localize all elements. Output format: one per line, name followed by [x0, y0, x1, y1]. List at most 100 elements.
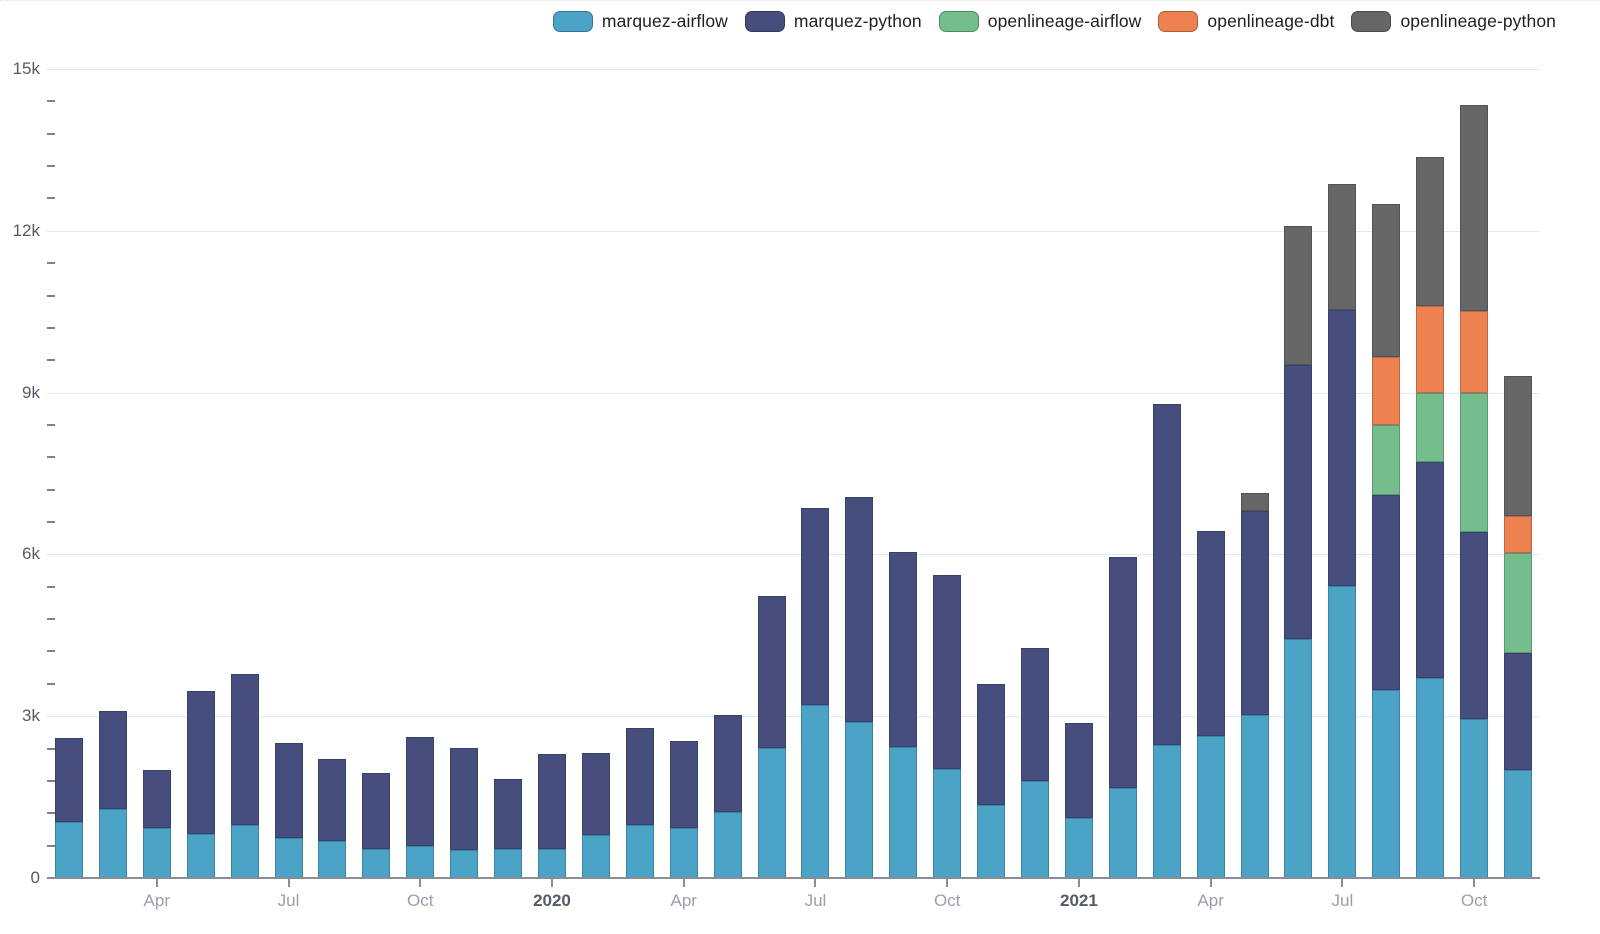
openlineage-python-segment[interactable] — [1460, 105, 1489, 311]
marquez-airflow-segment[interactable] — [98, 808, 127, 878]
marquez-airflow-segment[interactable] — [1460, 719, 1489, 878]
marquez-python-segment[interactable] — [889, 551, 918, 748]
bar-2021-01[interactable] — [1064, 1, 1093, 878]
marquez-airflow-segment[interactable] — [1196, 735, 1225, 878]
marquez-airflow-segment[interactable] — [977, 804, 1006, 878]
marquez-airflow-segment[interactable] — [625, 824, 654, 878]
bar-2020-11[interactable] — [977, 1, 1006, 878]
marquez-python-segment[interactable] — [933, 574, 962, 770]
legend-item-marquez-airflow[interactable]: marquez-airflow — [552, 11, 728, 32]
bar-2021-03[interactable] — [1152, 1, 1181, 878]
marquez-airflow-segment[interactable] — [406, 846, 435, 878]
marquez-airflow-segment[interactable] — [757, 748, 786, 878]
openlineage-python-segment[interactable] — [1240, 492, 1269, 511]
marquez-python-segment[interactable] — [1416, 461, 1445, 678]
bar-2021-06[interactable] — [1284, 1, 1313, 878]
marquez-airflow-segment[interactable] — [1372, 690, 1401, 878]
marquez-airflow-segment[interactable] — [713, 811, 742, 878]
bar-2021-02[interactable] — [1108, 1, 1137, 878]
marquez-airflow-segment[interactable] — [1504, 769, 1533, 878]
openlineage-python-segment[interactable] — [1328, 184, 1357, 311]
marquez-python-segment[interactable] — [54, 738, 83, 823]
openlineage-airflow-segment[interactable] — [1372, 425, 1401, 496]
bar-2020-12[interactable] — [1021, 1, 1049, 878]
marquez-python-segment[interactable] — [186, 691, 215, 834]
marquez-airflow-segment[interactable] — [186, 833, 215, 878]
bar-2019-12[interactable] — [494, 1, 523, 878]
openlineage-python-segment[interactable] — [1504, 376, 1533, 517]
marquez-python-segment[interactable] — [1328, 310, 1357, 586]
marquez-python-segment[interactable] — [1064, 723, 1093, 819]
bar-2020-10[interactable] — [933, 1, 962, 878]
marquez-airflow-segment[interactable] — [537, 849, 566, 878]
marquez-airflow-segment[interactable] — [801, 704, 830, 878]
marquez-airflow-segment[interactable] — [1416, 677, 1445, 878]
openlineage-dbt-segment[interactable] — [1460, 310, 1489, 394]
marquez-airflow-segment[interactable] — [230, 824, 259, 878]
bar-2019-08[interactable] — [318, 1, 347, 878]
bar-2019-07[interactable] — [274, 1, 303, 878]
marquez-airflow-segment[interactable] — [1328, 585, 1357, 878]
marquez-python-segment[interactable] — [1460, 532, 1489, 720]
marquez-python-segment[interactable] — [581, 752, 610, 835]
marquez-python-segment[interactable] — [1372, 495, 1401, 691]
marquez-python-segment[interactable] — [537, 754, 566, 850]
bar-2021-05[interactable] — [1240, 1, 1269, 878]
openlineage-airflow-segment[interactable] — [1460, 393, 1489, 533]
marquez-python-segment[interactable] — [494, 778, 523, 850]
legend-item-openlineage-python[interactable]: openlineage-python — [1351, 11, 1556, 32]
openlineage-python-segment[interactable] — [1284, 225, 1313, 365]
legend-item-openlineage-dbt[interactable]: openlineage-dbt — [1158, 11, 1334, 32]
marquez-airflow-segment[interactable] — [1108, 787, 1137, 878]
marquez-python-segment[interactable] — [1284, 364, 1313, 640]
marquez-airflow-segment[interactable] — [1152, 744, 1181, 878]
marquez-python-segment[interactable] — [318, 758, 347, 842]
marquez-airflow-segment[interactable] — [933, 769, 962, 878]
bar-2020-09[interactable] — [889, 1, 918, 878]
openlineage-airflow-segment[interactable] — [1416, 392, 1445, 462]
marquez-python-segment[interactable] — [977, 683, 1006, 805]
bar-2020-06[interactable] — [757, 1, 786, 878]
marquez-python-segment[interactable] — [757, 596, 786, 748]
bar-2019-03[interactable] — [98, 1, 127, 878]
openlineage-dbt-segment[interactable] — [1416, 305, 1445, 393]
marquez-airflow-segment[interactable] — [1021, 780, 1049, 878]
marquez-airflow-segment[interactable] — [1064, 818, 1093, 878]
bar-2019-09[interactable] — [362, 1, 391, 878]
marquez-python-segment[interactable] — [98, 711, 127, 809]
marquez-python-segment[interactable] — [142, 769, 171, 829]
bar-2019-02[interactable] — [54, 1, 83, 878]
marquez-airflow-segment[interactable] — [669, 828, 698, 878]
marquez-airflow-segment[interactable] — [1284, 639, 1313, 878]
marquez-python-segment[interactable] — [845, 496, 874, 723]
bar-2020-08[interactable] — [845, 1, 874, 878]
bar-2020-01[interactable] — [537, 1, 566, 878]
bar-2019-06[interactable] — [230, 1, 259, 878]
marquez-python-segment[interactable] — [1108, 556, 1137, 788]
marquez-airflow-segment[interactable] — [845, 722, 874, 878]
marquez-python-segment[interactable] — [713, 715, 742, 812]
marquez-python-segment[interactable] — [625, 727, 654, 825]
marquez-airflow-segment[interactable] — [318, 841, 347, 878]
marquez-python-segment[interactable] — [669, 741, 698, 829]
marquez-python-segment[interactable] — [1021, 648, 1049, 781]
legend-item-openlineage-airflow[interactable]: openlineage-airflow — [938, 11, 1142, 32]
marquez-airflow-segment[interactable] — [54, 822, 83, 878]
openlineage-airflow-segment[interactable] — [1504, 553, 1533, 654]
bar-2020-07[interactable] — [801, 1, 830, 878]
marquez-airflow-segment[interactable] — [274, 838, 303, 878]
bar-2020-03[interactable] — [625, 1, 654, 878]
marquez-python-segment[interactable] — [1152, 404, 1181, 745]
openlineage-dbt-segment[interactable] — [1504, 516, 1533, 554]
marquez-airflow-segment[interactable] — [494, 849, 523, 878]
bar-2019-10[interactable] — [406, 1, 435, 878]
marquez-python-segment[interactable] — [1196, 531, 1225, 736]
marquez-airflow-segment[interactable] — [889, 747, 918, 878]
bar-2020-04[interactable] — [669, 1, 698, 878]
bar-2021-07[interactable] — [1328, 1, 1357, 878]
openlineage-python-segment[interactable] — [1416, 156, 1445, 306]
marquez-airflow-segment[interactable] — [142, 828, 171, 878]
bar-2020-02[interactable] — [581, 1, 610, 878]
marquez-python-segment[interactable] — [450, 748, 479, 851]
marquez-python-segment[interactable] — [801, 508, 830, 705]
